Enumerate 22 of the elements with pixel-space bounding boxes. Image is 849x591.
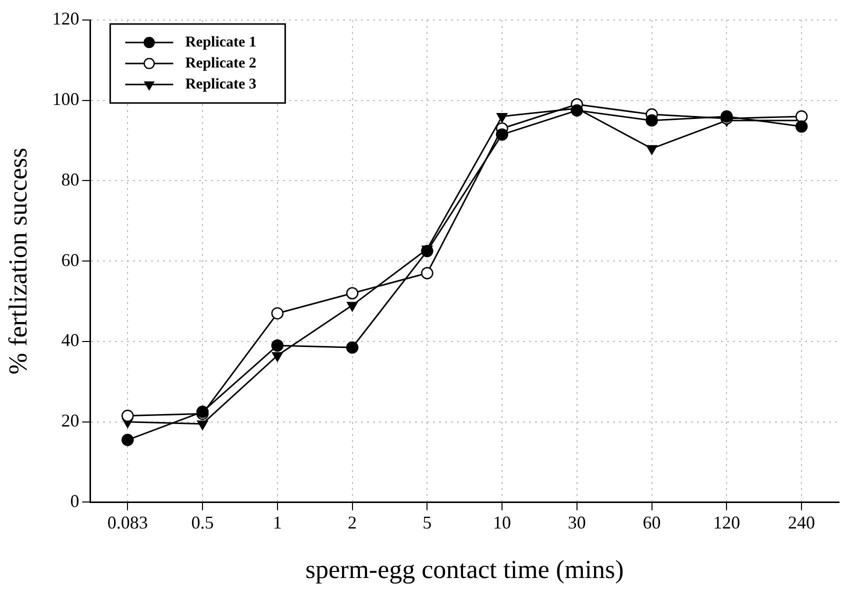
x-tick-label: 30 xyxy=(568,512,586,533)
legend-label: Replicate 2 xyxy=(185,55,256,72)
y-axis-title: % fertlization success xyxy=(3,148,32,374)
x-tick-label: 1 xyxy=(272,512,282,533)
y-tick-label: 60 xyxy=(61,250,80,270)
y-tick-label: 0 xyxy=(70,490,80,511)
legend-label: Replicate 1 xyxy=(185,34,256,50)
x-tick-label: 10 xyxy=(493,512,512,533)
y-tick-label: 40 xyxy=(61,330,80,350)
x-tick-label: 60 xyxy=(642,512,661,533)
y-tick-label: 20 xyxy=(61,410,80,431)
x-tick-label: 5 xyxy=(422,512,432,533)
x-tick-label: 0.083 xyxy=(107,512,148,533)
x-tick-label: 240 xyxy=(788,512,816,533)
x-tick-label: 120 xyxy=(713,512,740,533)
y-tick-label: 80 xyxy=(61,169,80,190)
x-tick-label: 2 xyxy=(348,512,357,533)
y-tick-label: 120 xyxy=(52,8,80,29)
x-tick-label: 0.5 xyxy=(191,512,214,533)
legend-label: Replicate 3 xyxy=(185,76,256,92)
y-tick-label: 100 xyxy=(52,89,80,110)
x-axis-title: sperm-egg contact time (mins) xyxy=(305,555,624,584)
